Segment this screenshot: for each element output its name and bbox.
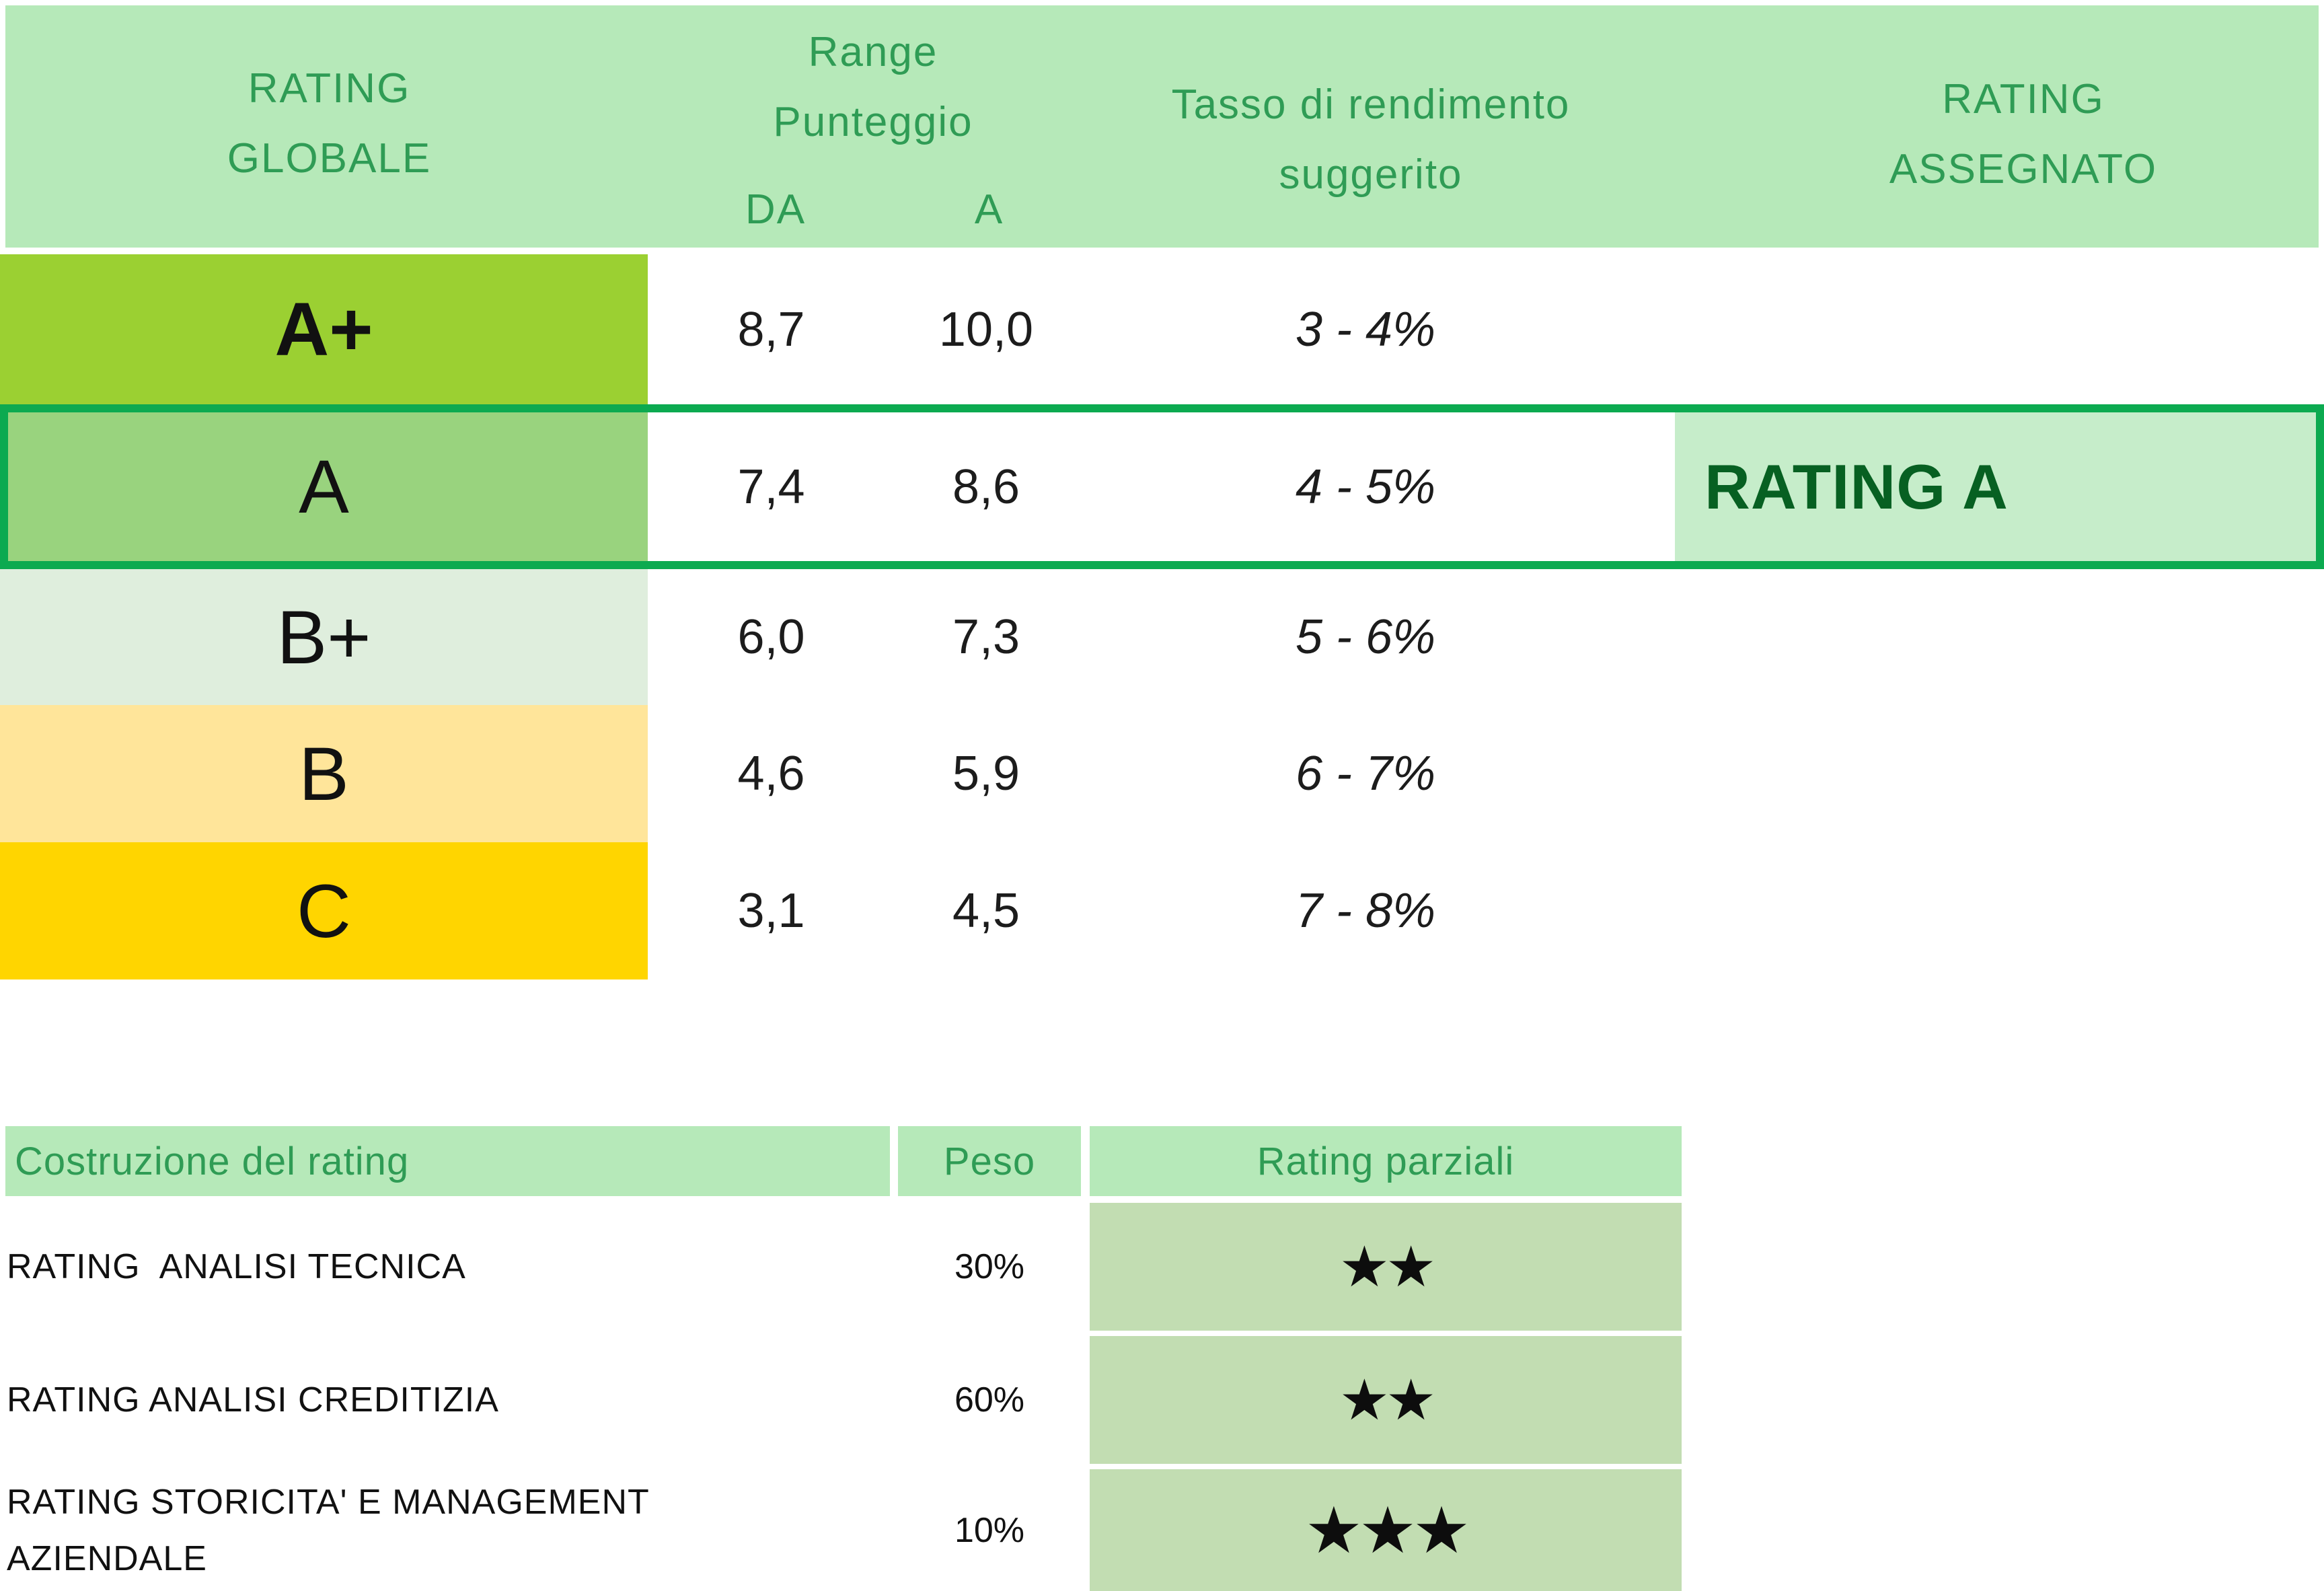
construction-row-label: RATING ANALISI CREDITIZIA: [7, 1336, 881, 1464]
header-range-punteggio: Range Punteggio: [698, 17, 1048, 157]
yield-cell: 3 - 4%: [1295, 302, 1436, 357]
assigned-rating-box: RATING A: [1675, 412, 2316, 561]
score-to-cell: 7,3: [952, 610, 1020, 664]
header-tasso-rendimento: Tasso di rendimento suggerito: [1102, 70, 1640, 210]
partial-rating-cell: ★★★: [1090, 1469, 1682, 1591]
partial-rating-cell: ★★: [1090, 1203, 1682, 1331]
rating-label: B: [299, 731, 349, 816]
header-a: A: [974, 186, 1004, 233]
score-to-cell: 5,9: [952, 747, 1020, 801]
rating-row-b-plus: B+ 6,0 7,3 5 - 6%: [0, 569, 2324, 705]
construction-header-parziali: Rating parziali: [1090, 1126, 1682, 1196]
header-range-line1: Range: [808, 29, 938, 75]
rating-label-cell: A: [0, 412, 648, 561]
construction-row-label: RATING ANALISI TECNICA: [7, 1203, 881, 1331]
score-from-cell: 8,7: [737, 302, 805, 357]
rating-label: A+: [274, 287, 373, 371]
score-from-cell: 3,1: [737, 884, 805, 938]
header-assegnato-line2: ASSEGNATO: [1889, 146, 2158, 192]
construction-header-parziali-label: Rating parziali: [1257, 1139, 1515, 1183]
peso-value: 10%: [954, 1510, 1025, 1550]
rating-label: B+: [276, 595, 371, 679]
construction-header-title-label: Costruzione del rating: [15, 1139, 410, 1183]
construction-row-label-line: RATING ANALISI CREDITIZIA: [7, 1380, 499, 1419]
score-from-cell: 4,6: [737, 747, 805, 801]
yield-cell: 6 - 7%: [1295, 747, 1436, 801]
rating-label-cell: C: [0, 842, 648, 979]
rating-row-c: C 3,1 4,5 7 - 8%: [0, 842, 2324, 979]
header-rating-globale-line2: GLOBALE: [227, 135, 432, 182]
score-to-cell: 10,0: [938, 302, 1034, 357]
yield-cell: 7 - 8%: [1295, 884, 1436, 938]
header-rating-globale-line1: RATING: [248, 65, 411, 112]
star-rating-icon: ★★: [1339, 1235, 1437, 1298]
construction-header-title: Costruzione del rating: [5, 1126, 890, 1196]
star-rating-icon: ★★★: [1304, 1494, 1470, 1567]
header-da: DA: [745, 186, 807, 233]
header-tasso-line2: suggerito: [1279, 151, 1463, 198]
score-from-cell: 7,4: [737, 459, 805, 514]
score-to-cell: 8,6: [952, 459, 1020, 514]
construction-header-peso: Peso: [898, 1126, 1081, 1196]
yield-cell: 5 - 6%: [1295, 610, 1436, 664]
rating-row-a-selected: A 7,4 8,6 4 - 5% RATING A: [0, 404, 2324, 569]
star-rating-icon: ★★: [1339, 1368, 1437, 1432]
header-range-line2: Punteggio: [773, 99, 973, 145]
partial-rating-cell: ★★: [1090, 1336, 1682, 1464]
construction-header-peso-label: Peso: [943, 1139, 1036, 1183]
construction-row-label-line: RATING ANALISI TECNICA: [7, 1247, 466, 1286]
rating-label-cell: B: [0, 705, 648, 842]
assigned-rating-label: RATING A: [1704, 451, 2009, 522]
peso-value: 30%: [954, 1247, 1025, 1286]
score-from-cell: 6,0: [737, 610, 805, 664]
rating-label: A: [299, 445, 349, 529]
peso-value: 60%: [954, 1380, 1025, 1419]
rating-label-cell: B+: [0, 569, 648, 705]
rating-label: C: [297, 868, 351, 953]
yield-cell: 4 - 5%: [1295, 459, 1436, 514]
main-table-header: RATING GLOBALE Range Punteggio DA A Tass…: [5, 5, 2319, 248]
score-to-cell: 4,5: [952, 884, 1020, 938]
header-assegnato-line1: RATING: [1942, 76, 2105, 122]
construction-row-label-line2: AZIENDALE: [7, 1539, 207, 1578]
header-tasso-line1: Tasso di rendimento: [1171, 81, 1571, 128]
header-rating-globale: RATING GLOBALE: [5, 54, 653, 194]
construction-row-label: RATING STORICITA' E MANAGEMENT AZIENDALE: [7, 1469, 881, 1591]
rating-row-a-plus: A+ 8,7 10,0 3 - 4%: [0, 254, 2324, 404]
construction-row-label-line1: RATING STORICITA' E MANAGEMENT: [7, 1482, 650, 1522]
header-rating-assegnato: RATING ASSEGNATO: [1700, 65, 2324, 205]
rating-label-cell: A+: [0, 254, 648, 404]
rating-row-b: B 4,6 5,9 6 - 7%: [0, 705, 2324, 842]
